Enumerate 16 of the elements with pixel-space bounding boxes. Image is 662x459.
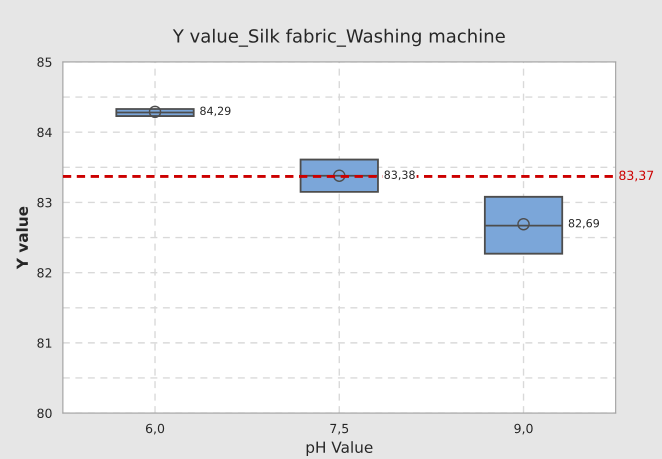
annotation: 84,29	[200, 106, 230, 116]
y-tick-label: 82	[37, 268, 52, 278]
ref-line-label: 83,37	[619, 170, 654, 182]
annotation: 83,38	[384, 170, 415, 180]
chart-title: Y value_Silk fabric_Washing machine	[172, 28, 505, 47]
x-tick-label: 6,0	[146, 424, 164, 434]
y-tick-label: 83	[37, 198, 52, 208]
x-tick-label: 7,5	[330, 424, 348, 434]
y-tick-label: 85	[37, 57, 52, 67]
x-tick-label: 9,0	[514, 424, 533, 434]
y-tick-label: 80	[37, 408, 52, 418]
annotation: 82,69	[568, 219, 600, 229]
x-axis-title: pH Value	[306, 441, 372, 456]
y-axis-title: Y value	[16, 206, 28, 270]
y-tick-label: 84	[37, 128, 52, 138]
y-tick-label: 81	[37, 338, 52, 348]
